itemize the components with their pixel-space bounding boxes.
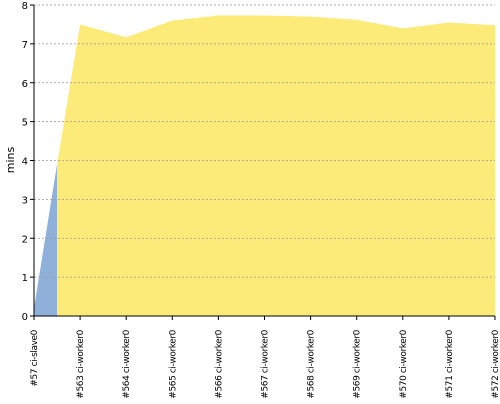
y-tick-label: 8	[22, 1, 28, 12]
y-tick-label: 6	[22, 79, 28, 90]
area-series-0	[34, 164, 58, 316]
x-tick-label: #571 ci-worker0	[445, 329, 455, 398]
x-tick-label: #569 ci-worker0	[353, 329, 363, 398]
x-tick-label: #566 ci-worker0	[214, 329, 224, 398]
y-axis-label: mins	[4, 146, 17, 173]
x-tick-label: #567 ci-worker0	[261, 329, 271, 398]
x-tick-label: #564 ci-worker0	[122, 329, 132, 398]
grid-layer	[34, 4, 495, 278]
y-tick-label: 0	[22, 312, 28, 323]
x-tick-label: #568 ci-worker0	[307, 329, 317, 398]
x-tick-label: #572 ci-worker0	[491, 329, 500, 398]
y-tick-label: 4	[22, 157, 28, 168]
y-tick-label: 7	[22, 40, 28, 51]
y-tick-label: 3	[22, 195, 28, 206]
x-tick-label: #57 ci-slave0	[30, 329, 40, 386]
area-series-1	[57, 15, 496, 316]
x-tick-label: #570 ci-worker0	[399, 329, 409, 398]
x-tick-label: #565 ci-worker0	[168, 329, 178, 398]
y-tick-label: 5	[22, 118, 28, 129]
series-layer	[34, 15, 496, 316]
y-tick-label: 2	[22, 234, 28, 245]
x-tick-label: #563 ci-worker0	[76, 329, 86, 398]
y-tick-label: 1	[22, 273, 28, 284]
axis-layer: 0 1 2 3 4 5 6 7 8 #57 ci-slave0 #563 ci-worker0 #56…	[22, 1, 500, 399]
